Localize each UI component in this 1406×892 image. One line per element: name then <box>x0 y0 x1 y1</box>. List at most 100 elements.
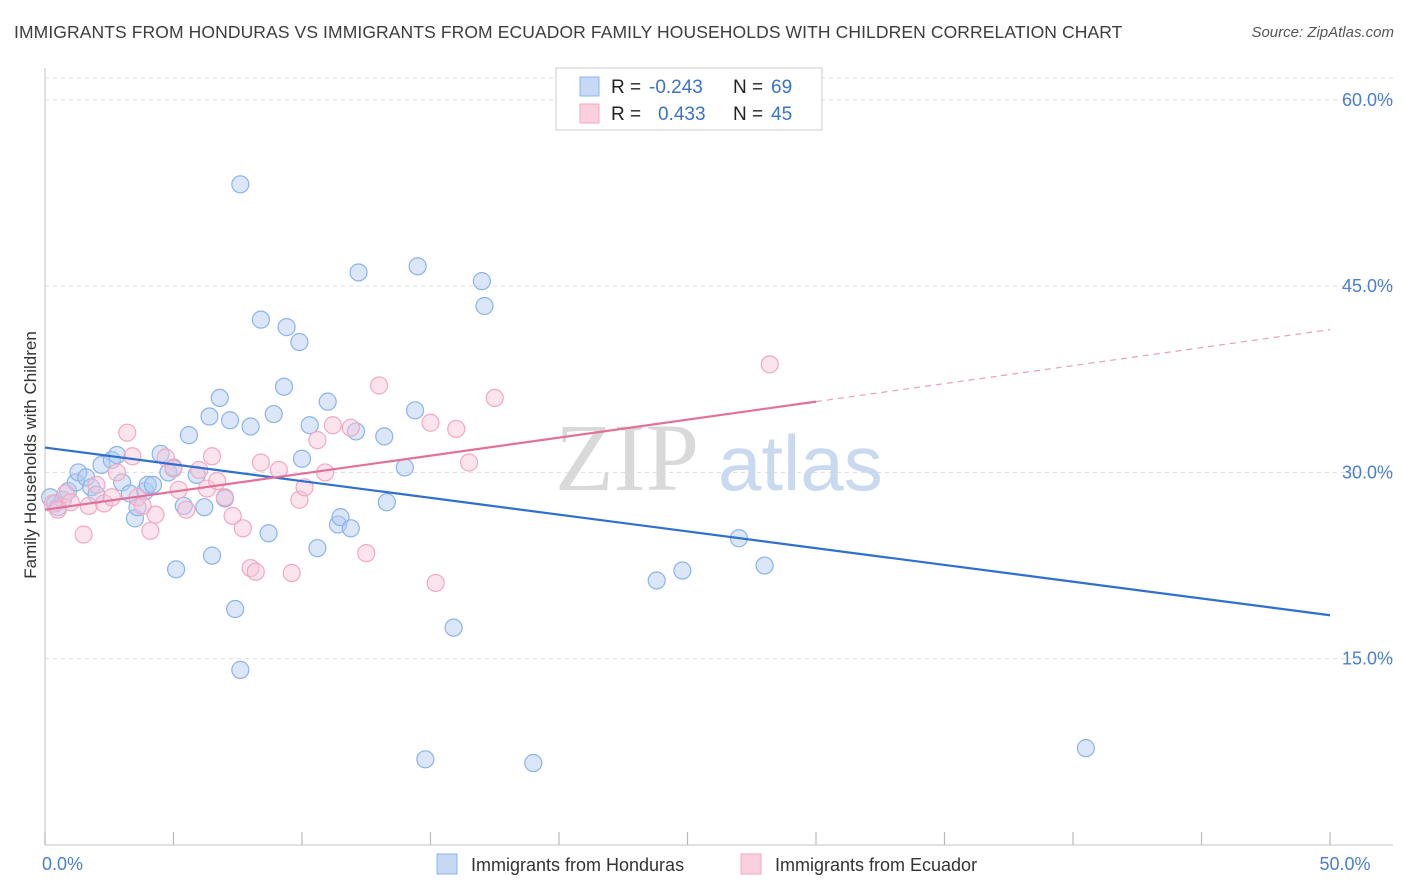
ecuador-point <box>215 488 234 507</box>
honduras-point <box>290 332 309 352</box>
ecuador-point <box>74 525 93 544</box>
chart-title: IMMIGRANTS FROM HONDURAS VS IMMIGRANTS F… <box>14 22 1123 42</box>
legend-n-label-2: N = <box>733 104 763 125</box>
honduras-point <box>405 401 425 420</box>
ecuador-point <box>251 453 270 472</box>
honduras-point <box>308 539 327 558</box>
ecuador-point <box>133 496 152 516</box>
ecuador-point <box>190 460 209 480</box>
bottom-legend-label-ecuador: Immigrants from Ecuador <box>775 855 977 875</box>
honduras-point <box>166 560 186 579</box>
honduras-point <box>231 660 250 679</box>
honduras-point <box>755 556 774 575</box>
honduras-point <box>395 458 414 477</box>
honduras-point <box>408 257 427 276</box>
honduras-point <box>210 388 229 408</box>
honduras-point <box>375 427 394 446</box>
honduras-point <box>318 392 337 411</box>
legend-n-value-1: 69 <box>771 77 792 98</box>
ecuador-point <box>357 544 376 563</box>
ecuador-point <box>485 388 504 408</box>
ecuador-point <box>118 423 137 442</box>
honduras-point <box>202 546 222 565</box>
honduras-point <box>220 411 240 430</box>
honduras-point <box>647 571 666 590</box>
watermark: ZIP atlas <box>555 404 883 511</box>
legend-n-value-2: 45 <box>771 104 792 125</box>
legend-r-value-2: 0.433 <box>658 104 706 125</box>
bottom-legend-label-honduras: Immigrants from Honduras <box>471 855 684 875</box>
honduras-point <box>475 296 494 316</box>
honduras-point <box>1076 739 1095 758</box>
ecuador-point <box>459 453 479 472</box>
ecuador-point <box>421 413 440 432</box>
ecuador-point <box>308 431 327 450</box>
ecuador-trend-line <box>44 400 817 511</box>
x-tick-label: 0.0% <box>42 854 83 874</box>
legend-swatch-ecuador <box>579 103 600 124</box>
y-axis-label: Family Households with Children <box>21 331 40 579</box>
honduras-point <box>264 404 283 424</box>
ecuador-point <box>123 447 142 466</box>
ecuador-point <box>426 573 445 593</box>
honduras-point <box>231 175 250 194</box>
ecuador-point <box>282 563 301 583</box>
y-tick-label: 60.0% <box>1342 90 1393 110</box>
bottom-legend-swatch-honduras <box>436 853 458 875</box>
ecuador-point <box>223 506 242 525</box>
ecuador-point <box>370 376 389 395</box>
honduras-point <box>277 318 296 337</box>
source-label: Source: ZipAtlas.com <box>1251 24 1394 41</box>
honduras-point <box>274 377 294 396</box>
honduras-point <box>200 407 219 426</box>
honduras-point <box>259 524 278 543</box>
honduras-point <box>472 272 491 291</box>
honduras-point <box>138 475 157 494</box>
honduras-point <box>444 618 463 637</box>
honduras-point <box>416 750 435 769</box>
honduras-point <box>377 493 396 512</box>
ecuador-point <box>341 418 360 437</box>
ecuador-point <box>107 463 127 482</box>
x-tick-label: 50.0% <box>1319 854 1370 874</box>
trend-lines <box>44 329 1331 617</box>
ecuador-point <box>760 355 779 374</box>
bottom-legend: Immigrants from Honduras Immigrants from… <box>436 853 977 875</box>
honduras-point <box>251 310 270 329</box>
y-tick-label: 30.0% <box>1342 462 1393 482</box>
honduras-point <box>195 498 214 517</box>
ecuador-point <box>447 419 466 439</box>
legend-swatch-honduras <box>579 76 600 97</box>
ecuador-trend-extension <box>815 329 1331 403</box>
legend-n-label-1: N = <box>733 77 763 98</box>
legend-r-value-1: -0.243 <box>649 77 703 98</box>
stats-legend: R = -0.243 N = 69 R = 0.433 N = 45 <box>555 67 823 131</box>
honduras-point <box>341 519 360 538</box>
ecuador-point <box>102 488 121 507</box>
ecuador-point <box>141 521 160 540</box>
ecuador-point <box>61 493 80 512</box>
stats-legend-box <box>555 67 823 131</box>
honduras-point <box>77 468 96 487</box>
ecuador-point <box>146 505 165 524</box>
honduras-point <box>143 475 163 494</box>
tick-labels: 15.0% 30.0% 45.0% 60.0% 0.0% 50.0% <box>42 90 1393 874</box>
honduras-point <box>107 445 127 465</box>
ecuador-point <box>202 447 222 466</box>
honduras-point <box>92 455 111 475</box>
y-tick-label: 45.0% <box>1342 276 1393 296</box>
honduras-point <box>226 599 245 619</box>
y-tick-label: 15.0% <box>1342 649 1393 669</box>
honduras-point <box>524 753 543 773</box>
honduras-point <box>673 561 692 580</box>
ecuador-point <box>56 484 75 503</box>
watermark-atlas: atlas <box>718 419 883 507</box>
data-points <box>41 175 1095 773</box>
honduras-point <box>349 263 368 282</box>
ecuador-point <box>246 562 265 581</box>
legend-r-label-1: R = <box>611 77 641 98</box>
ecuador-point <box>316 463 335 482</box>
legend-r-label-2: R = <box>611 104 641 125</box>
honduras-point <box>241 417 260 436</box>
honduras-point <box>292 449 312 468</box>
